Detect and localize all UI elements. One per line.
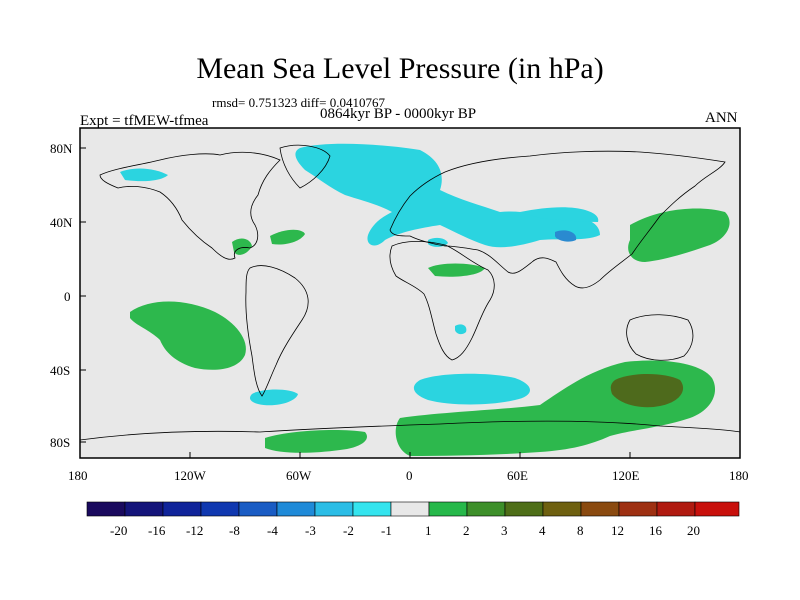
cb-label: 20 (687, 523, 700, 538)
coastline-eurasia (389, 150, 726, 289)
cb-box (276, 501, 316, 517)
lat-label-80s: 80S (50, 435, 70, 450)
cb-box (542, 501, 582, 517)
strong-positive-anomaly-southern-indian (610, 374, 684, 408)
cb-label: -1 (381, 523, 392, 538)
lon-axis: 180 120W 60W 0 60E 120E 180 (68, 452, 749, 483)
cb-label: 4 (539, 523, 546, 538)
positive-anomaly-sahel (428, 263, 485, 277)
negative-anomaly-south-america-tip (250, 389, 298, 406)
coastline-antarctica (79, 420, 741, 441)
cb-box (504, 501, 544, 517)
cb-box (466, 501, 506, 517)
cb-label: 8 (577, 523, 584, 538)
lat-label-40s: 40S (50, 363, 70, 378)
positive-anomaly-gulf (232, 238, 252, 255)
colorbar (86, 501, 740, 517)
negative-anomaly-africa-south (455, 324, 467, 335)
cb-box (390, 501, 430, 517)
cb-box (238, 501, 278, 517)
positive-anomaly-north-atlantic (270, 229, 305, 245)
stats-text: rmsd= 0.751323 diff= 0.0410767 (212, 95, 385, 110)
cb-label: 2 (463, 523, 470, 538)
cb-box (694, 501, 740, 517)
cb-box (428, 501, 468, 517)
period-text: 0864kyr BP - 0000kyr BP (320, 106, 477, 122)
cb-label: 16 (649, 523, 663, 538)
cb-label: -2 (343, 523, 354, 538)
lon-label-120e: 120E (612, 468, 640, 483)
negative-anomaly-arctic-europe (295, 143, 600, 248)
lon-label-60w: 60W (286, 468, 312, 483)
cb-box (314, 501, 354, 517)
lat-axis: 80N 40N 0 40S 80S (50, 141, 86, 450)
experiment-label: Expt = tfMEW-tfmea (80, 113, 209, 129)
cb-label: -16 (148, 523, 166, 538)
cb-box (86, 501, 126, 517)
strong-negative-anomaly-central-asia (555, 230, 577, 242)
cb-label: 12 (611, 523, 624, 538)
lat-label-0: 0 (64, 289, 71, 304)
cb-label: 3 (501, 523, 508, 538)
positive-anomaly-antarctic-west (265, 430, 368, 453)
negative-anomaly-southern-atlantic (413, 373, 530, 405)
cb-label: -4 (267, 523, 278, 538)
lat-label-40n: 40N (50, 215, 73, 230)
cb-label: -20 (110, 523, 127, 538)
cb-box (618, 501, 658, 517)
coastline-africa (389, 240, 495, 361)
cb-box (200, 501, 240, 517)
lon-label-60e: 60E (507, 468, 528, 483)
lon-label-120w: 120W (174, 468, 207, 483)
negative-anomaly-north-pacific (120, 168, 168, 182)
cb-box (352, 501, 392, 517)
positive-anomaly-south-pacific (130, 301, 246, 370)
cb-label: -3 (305, 523, 316, 538)
coastline-australia (626, 314, 694, 361)
coastlines (79, 144, 741, 441)
lat-label-80n: 80N (50, 141, 73, 156)
cb-box (124, 501, 164, 517)
cb-label: -8 (229, 523, 240, 538)
cb-label: 1 (425, 523, 432, 538)
lon-label-0: 0 (406, 468, 413, 483)
coastline-south-america (245, 265, 309, 397)
cb-label: -12 (186, 523, 203, 538)
negative-anomaly-europe-east (520, 207, 599, 222)
page-title: Mean Sea Level Pressure (in hPa) (196, 52, 604, 85)
lon-label-180w: 180 (68, 468, 88, 483)
cb-box (162, 501, 202, 517)
cb-box (580, 501, 620, 517)
cb-box (656, 501, 696, 517)
anomaly-fields (120, 143, 730, 456)
season-label: ANN (705, 110, 738, 126)
lon-label-180e: 180 (729, 468, 749, 483)
positive-anomaly-west-pacific (628, 208, 730, 262)
coastline-north-america (99, 151, 281, 260)
coastline-greenland (279, 144, 331, 189)
colorbar-labels: -20 -16 -12 -8 -4 -3 -2 -1 1 2 3 4 8 12 … (110, 523, 700, 538)
